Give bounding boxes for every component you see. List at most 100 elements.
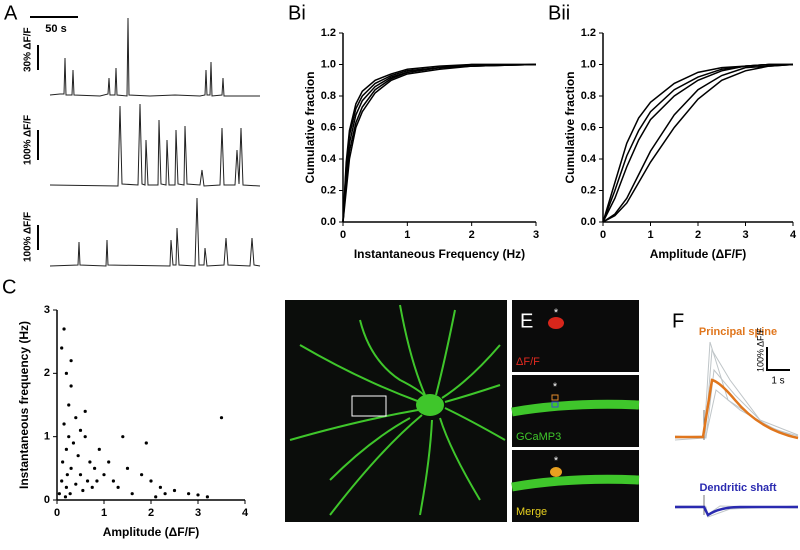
scatter-point: [60, 346, 64, 350]
marker: *: [553, 381, 558, 393]
panel-label: F: [672, 310, 684, 332]
y-axis-label: Cumulative fraction: [303, 71, 317, 183]
scatter-point: [107, 460, 111, 464]
y-tick-label: 1.0: [321, 58, 336, 70]
amp-scale-label: 100% ΔF/F: [23, 212, 34, 262]
scatter-point: [69, 466, 73, 470]
panel-label: Bi: [288, 2, 306, 24]
y-tick-label: 0.2: [581, 184, 596, 196]
time-scale-label: 50 s: [45, 23, 66, 35]
scatter-point: [140, 473, 144, 477]
cdf-line: [342, 63, 537, 223]
scatter-point: [172, 488, 177, 493]
amp-scale-label: 100% ΔF/F: [23, 115, 34, 165]
scatter-point: [65, 473, 69, 477]
x-tick-label: 4: [242, 507, 249, 519]
scatter-point: [64, 485, 68, 489]
x-tick-label: 2: [148, 507, 154, 519]
marker: *: [554, 307, 559, 319]
y-tick-label: 0.8: [321, 90, 336, 102]
scale-x-label: 1 s: [771, 376, 784, 387]
shaft-roi: [551, 401, 559, 408]
micrograph: [285, 300, 507, 522]
scatter-point: [95, 479, 99, 483]
scatter-point: [93, 466, 97, 470]
x-tick-label: 3: [533, 229, 539, 241]
scatter-point: [57, 492, 61, 496]
scatter-point: [81, 488, 85, 493]
cdf-line: [342, 63, 537, 223]
x-axis-label: Instantaneous Frequency (Hz): [354, 247, 525, 261]
cdf-line: [602, 63, 794, 223]
y-axis-label: Cumulative fraction: [563, 71, 577, 183]
scatter-point: [116, 485, 120, 489]
cdf-line: [602, 63, 793, 223]
scatter-point: [149, 479, 153, 483]
y-tick-label: 0.8: [581, 90, 596, 102]
x-tick-label: 3: [195, 507, 201, 519]
scatter-point: [69, 384, 73, 388]
scatter-point: [78, 473, 83, 477]
scale-y-label: 100% ΔF/F: [755, 327, 765, 372]
y-tick-label: 0.4: [581, 153, 597, 165]
scatter-point: [187, 492, 191, 496]
amp-scale-label: 30% ΔF/F: [23, 27, 34, 72]
scatter-point: [130, 492, 134, 496]
soma: [416, 394, 444, 416]
panel-label: E: [520, 310, 533, 332]
x-tick-label: 1: [404, 229, 410, 241]
x-tick-label: 0: [600, 229, 606, 241]
trace-label: Principal spine: [699, 326, 777, 338]
trace-label: Dendritic shaft: [699, 482, 776, 494]
inset-tile: [512, 300, 639, 372]
hotspot: [548, 317, 564, 329]
scale-bars: [766, 347, 790, 371]
scatter-point: [83, 435, 87, 439]
scatter-point: [71, 441, 76, 445]
cdf-line: [602, 63, 794, 223]
cdf-line: [342, 63, 536, 223]
x-axis-label: Amplitude (ΔF/F): [103, 525, 200, 539]
panel-label: C: [2, 276, 16, 298]
scatter-point: [111, 479, 115, 483]
x-tick-label: 1: [647, 229, 653, 241]
scatter-point: [67, 435, 71, 439]
panel-label: A: [4, 2, 18, 24]
scatter-point: [78, 428, 83, 432]
roi-box: [351, 395, 387, 417]
y-axis-label: Instantaneous frequency (Hz): [17, 321, 31, 489]
scatter-point: [97, 447, 101, 451]
scatter-point: [88, 460, 92, 464]
scatter-point: [69, 359, 73, 363]
scatter-point: [83, 409, 87, 413]
scatter-point: [62, 422, 66, 426]
y-tick-label: 1: [44, 431, 50, 443]
y-tick-label: 1.2: [581, 27, 596, 39]
scatter-point: [121, 435, 125, 439]
neuron-drawing: [289, 304, 506, 516]
x-tick-label: 2: [695, 229, 701, 241]
y-tick-label: 3: [44, 304, 50, 316]
scatter-point: [76, 454, 80, 458]
y-tick-label: 0: [44, 494, 50, 506]
spine-roi: [551, 394, 559, 401]
dendrite: [511, 474, 640, 492]
panel-label: Bii: [548, 2, 570, 24]
y-tick-label: 0.0: [321, 216, 336, 228]
scatter-point: [163, 492, 167, 496]
scatter-point: [60, 479, 64, 483]
scatter-point: [68, 492, 72, 496]
scatter-point: [90, 485, 94, 489]
tile-label: ΔF/F: [516, 356, 540, 368]
calcium-trace: [49, 103, 261, 187]
scatter-point: [102, 473, 106, 477]
scatter-point: [219, 416, 224, 420]
calcium-trace: [49, 17, 260, 97]
scatter-point: [154, 495, 158, 499]
tile-label: Merge: [516, 506, 547, 518]
x-tick-label: 0: [340, 229, 346, 241]
scatter-point: [158, 485, 162, 489]
y-tick-label: 0.6: [581, 121, 596, 133]
scatter-point: [64, 371, 68, 375]
